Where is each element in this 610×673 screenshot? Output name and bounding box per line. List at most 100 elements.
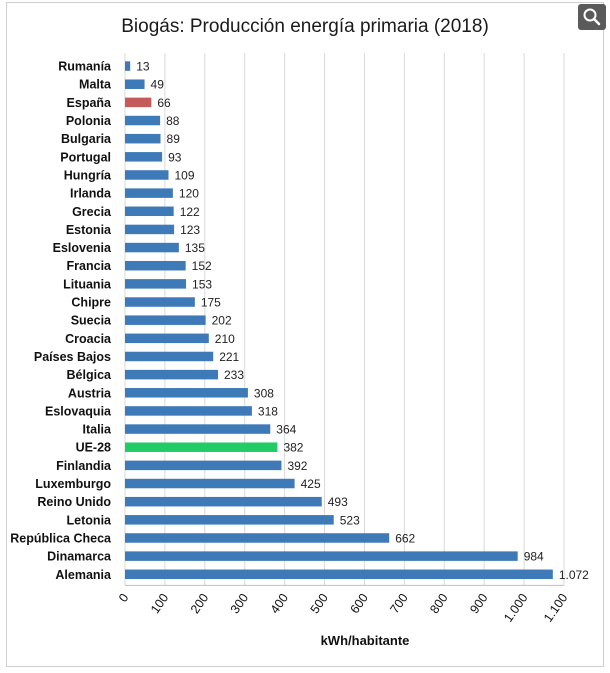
- data-label: 49: [151, 78, 165, 92]
- x-tick-label: 100: [148, 591, 171, 616]
- bar: [125, 61, 131, 71]
- category-label: Bulgaria: [61, 132, 112, 146]
- category-label: Italia: [83, 423, 113, 437]
- data-label: 66: [157, 96, 171, 110]
- category-label: Malta: [79, 78, 112, 92]
- data-label: 984: [524, 550, 544, 564]
- bar: [125, 351, 214, 362]
- category-label: Finlandia: [56, 459, 112, 473]
- category-label: España: [67, 96, 113, 110]
- category-label: UE-28: [76, 441, 111, 455]
- bar: [125, 424, 271, 434]
- x-tick-label: 200: [188, 591, 211, 616]
- data-label: 13: [136, 60, 150, 74]
- bar: [125, 279, 187, 289]
- data-label: 153: [192, 277, 212, 291]
- bar: [125, 79, 145, 89]
- category-label: Letonia: [67, 513, 112, 527]
- bar: [125, 97, 152, 108]
- category-label: Hungría: [64, 168, 112, 182]
- data-label: 392: [287, 459, 307, 473]
- data-label: 382: [283, 441, 303, 455]
- search-icon: [583, 8, 601, 26]
- data-label: 152: [192, 259, 212, 273]
- x-tick-label: 800: [427, 591, 450, 616]
- x-tick-label: 0: [116, 591, 131, 605]
- x-tick-label: 1.100: [541, 591, 570, 625]
- search-button[interactable]: [578, 4, 606, 30]
- x-tick-label: 300: [228, 591, 251, 616]
- data-label: 233: [224, 368, 244, 382]
- x-tick-label: 500: [308, 591, 331, 616]
- category-label: Portugal: [60, 150, 111, 164]
- data-label: 221: [219, 350, 239, 364]
- x-tick-label: 400: [268, 591, 291, 616]
- data-label: 523: [340, 513, 360, 527]
- bar: [125, 297, 195, 307]
- bar: [125, 533, 390, 543]
- bar: [125, 569, 553, 580]
- category-label: Bélgica: [67, 368, 113, 382]
- x-tick-label: 1.000: [501, 591, 530, 625]
- data-label: 89: [167, 132, 181, 146]
- data-label: 425: [301, 477, 321, 491]
- category-label: Polonia: [66, 114, 112, 128]
- data-label: 120: [179, 187, 199, 201]
- data-label: 109: [175, 168, 195, 182]
- bar: [125, 170, 169, 180]
- bar: [125, 496, 322, 507]
- bar: [125, 515, 334, 525]
- data-label: 175: [201, 296, 221, 310]
- data-label: 318: [258, 404, 278, 418]
- category-label: Eslovaquia: [45, 404, 112, 418]
- category-label: Irlanda: [70, 187, 112, 201]
- category-label: Estonia: [66, 223, 112, 237]
- bar: [125, 188, 173, 198]
- category-label: Lituania: [63, 277, 112, 291]
- bar: [125, 551, 518, 561]
- category-label: Eslovenia: [53, 241, 112, 255]
- data-label: 202: [212, 314, 232, 328]
- data-label: 123: [180, 223, 200, 237]
- category-label: República Checa: [10, 531, 112, 545]
- category-label: Suecia: [71, 314, 112, 328]
- bar: [125, 152, 163, 162]
- category-label: Dinamarca: [47, 550, 112, 564]
- data-label: 135: [185, 241, 205, 255]
- x-tick-label: 900: [467, 591, 490, 616]
- category-label: Alemania: [55, 568, 112, 582]
- category-label: Francia: [67, 259, 113, 273]
- bar: [125, 388, 248, 398]
- chart-title: Biogás: Producción energía primaria (201…: [121, 16, 489, 37]
- bar: [125, 315, 206, 325]
- x-axis-label: kWh/habitante: [320, 633, 410, 648]
- bar: [125, 478, 295, 489]
- bar: [125, 224, 175, 235]
- bar: [125, 206, 174, 217]
- bar: [125, 442, 278, 452]
- category-label: Croacia: [65, 332, 112, 346]
- category-label: Luxemburgo: [35, 477, 111, 491]
- data-label: 1.072: [559, 568, 589, 582]
- bar: [125, 369, 218, 380]
- bar: [125, 242, 179, 253]
- bar: [125, 115, 161, 126]
- data-label: 122: [180, 205, 200, 219]
- data-label: 662: [395, 531, 415, 545]
- bar: [125, 133, 161, 144]
- bar: [125, 333, 209, 344]
- data-label: 88: [166, 114, 180, 128]
- data-label: 308: [254, 386, 274, 400]
- x-tick-label: 700: [387, 591, 410, 616]
- bar: [125, 260, 186, 271]
- bar: [125, 460, 282, 471]
- category-label: Reino Unido: [37, 495, 111, 509]
- data-label: 364: [276, 423, 296, 437]
- data-label: 493: [328, 495, 348, 509]
- category-label: Austria: [68, 386, 112, 400]
- category-label: Países Bajos: [34, 350, 111, 364]
- category-label: Chipre: [71, 296, 111, 310]
- bar: [125, 406, 252, 416]
- category-label: Grecia: [72, 205, 112, 219]
